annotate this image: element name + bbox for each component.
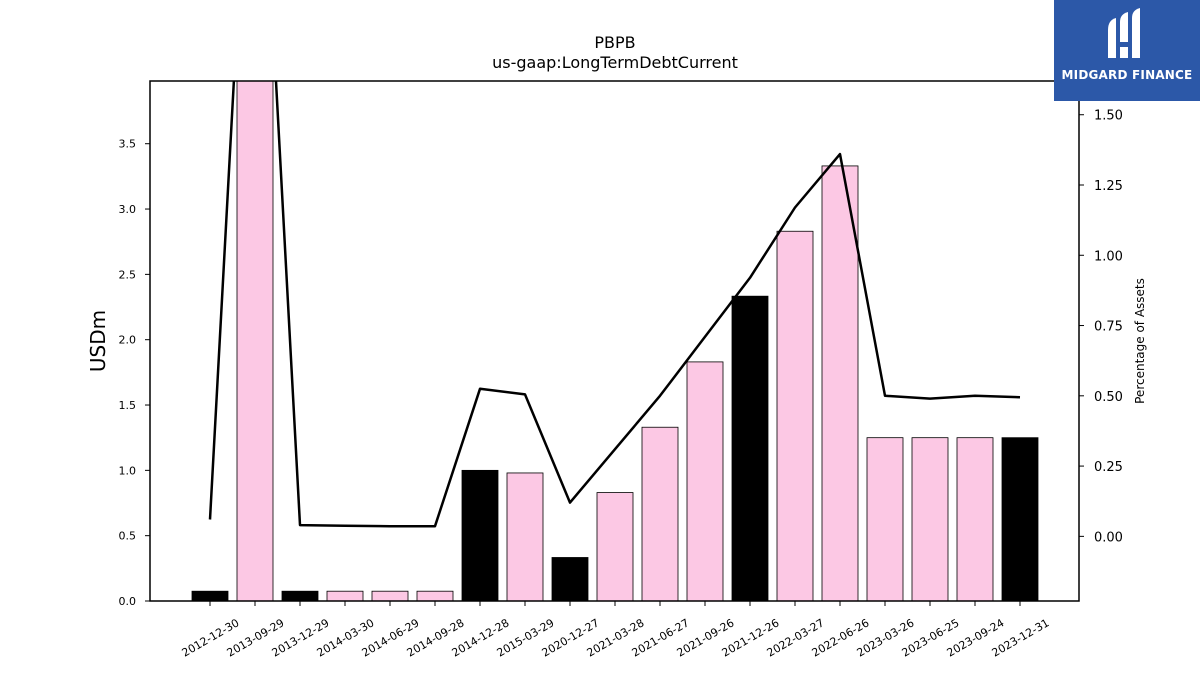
bar-2021-03-28 — [596, 492, 634, 602]
bar-2014-06-29 — [371, 590, 409, 602]
y2-tick-label: 1.00 — [1094, 249, 1123, 264]
y-tick-label: 2.0 — [119, 334, 137, 347]
bar-2023-06-25 — [911, 437, 949, 602]
bar-2014-03-30 — [326, 590, 364, 602]
bars-layer — [191, 80, 1039, 602]
y2-tick-label: 0.50 — [1094, 390, 1123, 405]
bar-2013-12-29 — [281, 590, 319, 602]
bar-2014-09-28 — [416, 590, 454, 602]
y2-tick-label: 1.50 — [1094, 109, 1123, 124]
bar-2015-03-29 — [506, 472, 544, 602]
bar-2012-12-30 — [191, 590, 229, 602]
y-tick-label: 2.5 — [119, 268, 137, 281]
y-axis-right: 0.00 0.25 0.50 0.75 1.00 1.25 1.50 — [1079, 109, 1123, 545]
y-tick-label: 0.5 — [119, 530, 137, 543]
y2-axis-label: Percentage of Assets — [1133, 278, 1147, 404]
bar-2023-03-26 — [866, 437, 904, 602]
line-layer — [208, 81, 1021, 528]
chart-title: PBPB — [594, 33, 635, 52]
bar-2022-06-26 — [821, 165, 859, 602]
bar-2020-12-27 — [551, 557, 589, 602]
midgard-logo-icon — [1108, 8, 1140, 58]
bar-2023-09-24 — [956, 437, 994, 602]
bar-2013-09-29 — [236, 80, 274, 602]
bar-2021-12-26 — [731, 295, 769, 602]
bar-2022-03-27 — [776, 230, 814, 602]
y2-tick-label: 1.25 — [1094, 179, 1123, 194]
y-tick-label: 3.5 — [119, 138, 137, 151]
chart-subtitle: us-gaap:LongTermDebtCurrent — [492, 53, 738, 72]
bar-2021-06-27 — [641, 426, 679, 602]
y2-tick-label: 0.00 — [1094, 530, 1123, 545]
percentage-of-assets-line — [208, 81, 1021, 528]
y-tick-label: 3.0 — [119, 203, 137, 216]
y-tick-label: 1.0 — [119, 464, 137, 477]
bar-2021-09-26 — [686, 361, 724, 602]
y-tick-label: 1.5 — [119, 399, 137, 412]
x-axis: 2012-12-302013-09-292013-12-292014-03-30… — [180, 601, 1052, 660]
y-axis-left: 0.0 0.5 1.0 1.5 2.0 2.5 3.0 3.5 — [119, 138, 150, 608]
y-tick-label: 0.0 — [119, 595, 137, 608]
bar-2014-12-28 — [461, 469, 499, 602]
y2-tick-label: 0.75 — [1094, 320, 1123, 335]
y-axis-label: USDm — [86, 310, 110, 372]
brand-logo-text: MIDGARD FINANCE — [1061, 68, 1193, 82]
brand-logo: MIDGARD FINANCE — [1054, 0, 1200, 101]
bar-2023-12-31 — [1001, 437, 1039, 602]
y2-tick-label: 0.25 — [1094, 460, 1123, 475]
